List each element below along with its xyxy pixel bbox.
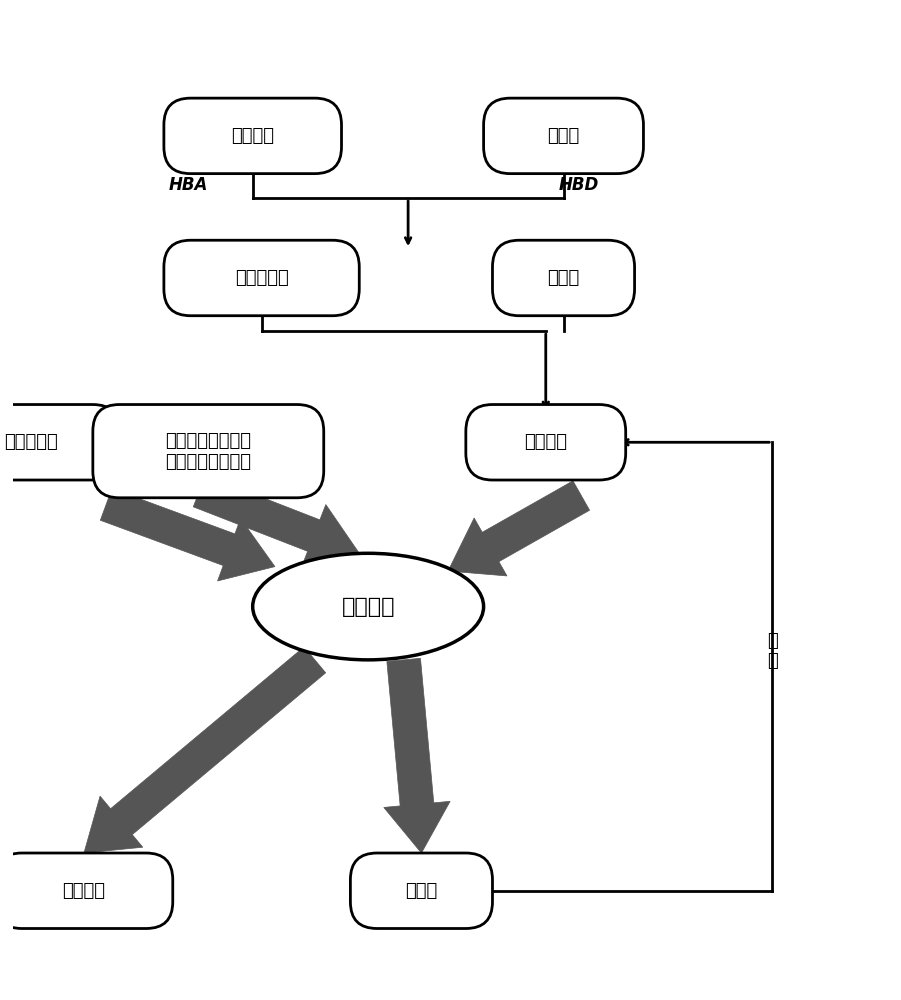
Polygon shape <box>384 658 450 853</box>
Polygon shape <box>100 489 275 581</box>
FancyBboxPatch shape <box>164 98 341 174</box>
Text: 混合溶液: 混合溶液 <box>524 433 568 451</box>
Text: 乙二胺四乙酸二钠
盐或柠檬酸或皂苷: 乙二胺四乙酸二钠 盐或柠檬酸或皂苷 <box>165 432 251 471</box>
FancyBboxPatch shape <box>0 853 173 929</box>
FancyBboxPatch shape <box>93 405 323 498</box>
Text: 低共熔溶剂: 低共熔溶剂 <box>234 269 288 287</box>
Ellipse shape <box>252 553 484 660</box>
FancyBboxPatch shape <box>493 240 634 316</box>
FancyBboxPatch shape <box>350 853 493 929</box>
Text: 修复土壤: 修复土壤 <box>62 882 105 900</box>
Text: 浸出液: 浸出液 <box>405 882 438 900</box>
Text: HBA: HBA <box>168 176 208 194</box>
Text: 丙二酸: 丙二酸 <box>548 127 579 145</box>
FancyBboxPatch shape <box>484 98 643 174</box>
FancyBboxPatch shape <box>466 405 625 480</box>
Polygon shape <box>448 481 589 576</box>
Polygon shape <box>194 475 359 567</box>
Text: 回
用: 回 用 <box>767 632 778 670</box>
Text: 加热搅拌: 加热搅拌 <box>341 597 395 617</box>
FancyBboxPatch shape <box>164 240 359 316</box>
Polygon shape <box>84 647 325 853</box>
Text: 稀强酸: 稀强酸 <box>548 269 579 287</box>
FancyBboxPatch shape <box>0 405 120 480</box>
Text: 铅污染土壤: 铅污染土壤 <box>4 433 58 451</box>
Text: HBD: HBD <box>560 176 599 194</box>
Text: 氯化胆碱: 氯化胆碱 <box>232 127 274 145</box>
